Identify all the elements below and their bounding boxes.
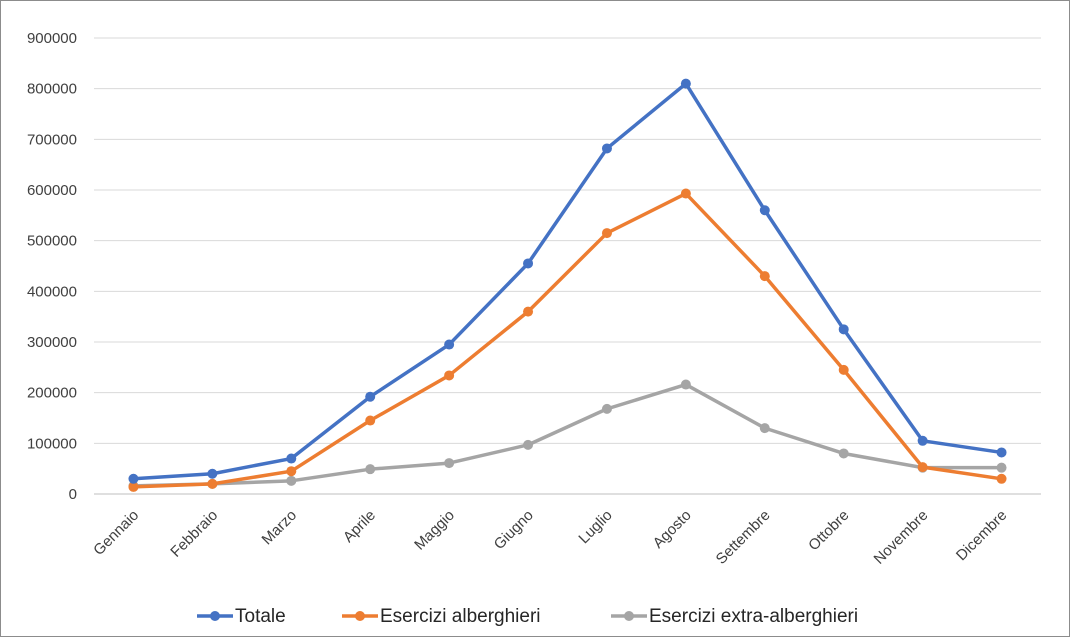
data-point (838, 364, 849, 375)
data-point (523, 439, 534, 450)
data-point (759, 205, 770, 216)
legend-item: Totale (197, 606, 286, 627)
data-point (601, 143, 612, 154)
y-tick-label: 400000 (27, 283, 77, 300)
y-tick-label: 100000 (27, 435, 77, 452)
y-tick-label: 700000 (27, 131, 77, 148)
data-point (207, 468, 218, 479)
data-point (523, 258, 534, 269)
x-tick-label: Maggio (411, 507, 458, 554)
data-point (444, 339, 455, 350)
data-point (207, 478, 218, 489)
legend: Totale Esercizi alberghieri Esercizi extra… (197, 606, 858, 627)
gridlines (94, 37, 1041, 495)
data-point (838, 324, 849, 335)
data-point (759, 271, 770, 282)
legend-label: Esercizi alberghieri (380, 606, 541, 627)
data-point (996, 447, 1007, 458)
data-point (917, 462, 928, 473)
legend-item: Esercizi alberghieri (342, 606, 541, 627)
data-point (759, 423, 770, 434)
data-point (128, 481, 139, 492)
data-point (365, 415, 376, 426)
data-point (996, 473, 1007, 484)
data-point (680, 188, 691, 199)
y-tick-label: 300000 (27, 334, 77, 351)
data-point (601, 228, 612, 239)
x-tick-label: Aprile (340, 507, 379, 546)
legend-label: Esercizi extra-alberghieri (649, 606, 858, 627)
data-point (996, 462, 1007, 473)
series-line (131, 81, 1004, 481)
legend-label: Totale (235, 606, 286, 627)
x-tick-label: Ottobre (805, 507, 852, 554)
y-axis: 0 100000 200000 300000 400000 500000 600000 700… (27, 30, 77, 503)
series-group (128, 78, 1007, 492)
data-point (365, 391, 376, 402)
x-tick-label: Febbraio (167, 507, 221, 561)
x-tick-label: Settembre (713, 507, 774, 568)
x-tick-label: Marzo (259, 507, 300, 548)
series-1 (128, 188, 1007, 492)
y-tick-label: 800000 (27, 81, 77, 98)
y-tick-label: 900000 (27, 30, 77, 47)
x-tick-label: Novembre (870, 507, 931, 568)
y-tick-label: 500000 (27, 233, 77, 250)
data-point (523, 306, 534, 317)
data-point (444, 458, 455, 469)
x-tick-label: Luglio (575, 507, 615, 547)
data-point (680, 78, 691, 89)
x-tick-label: Gennaio (90, 507, 142, 559)
x-tick-label: Agosto (650, 507, 695, 552)
data-point (286, 475, 297, 486)
data-point (365, 464, 376, 475)
legend-swatch-marker (624, 611, 634, 621)
data-point (286, 453, 297, 464)
y-tick-label: 200000 (27, 385, 77, 402)
series-2 (128, 379, 1007, 491)
legend-swatch-marker (210, 611, 220, 621)
data-point (917, 435, 928, 446)
data-point (128, 473, 139, 484)
data-point (838, 448, 849, 459)
y-tick-label: 600000 (27, 182, 77, 199)
series-line (131, 382, 1004, 488)
x-tick-label: Giugno (491, 507, 537, 553)
data-point (286, 466, 297, 477)
legend-item: Esercizi extra-alberghieri (611, 606, 858, 627)
x-axis: Gennaio Febbraio Marzo Aprile Maggio Giugno Lu… (90, 507, 1010, 568)
legend-swatch-marker (355, 611, 365, 621)
y-tick-label: 0 (69, 486, 77, 503)
series-0 (128, 78, 1007, 484)
data-point (680, 379, 691, 390)
data-point (444, 370, 455, 381)
x-tick-label: Dicembre (953, 507, 1010, 564)
data-point (601, 403, 612, 414)
series-line (131, 191, 1004, 489)
